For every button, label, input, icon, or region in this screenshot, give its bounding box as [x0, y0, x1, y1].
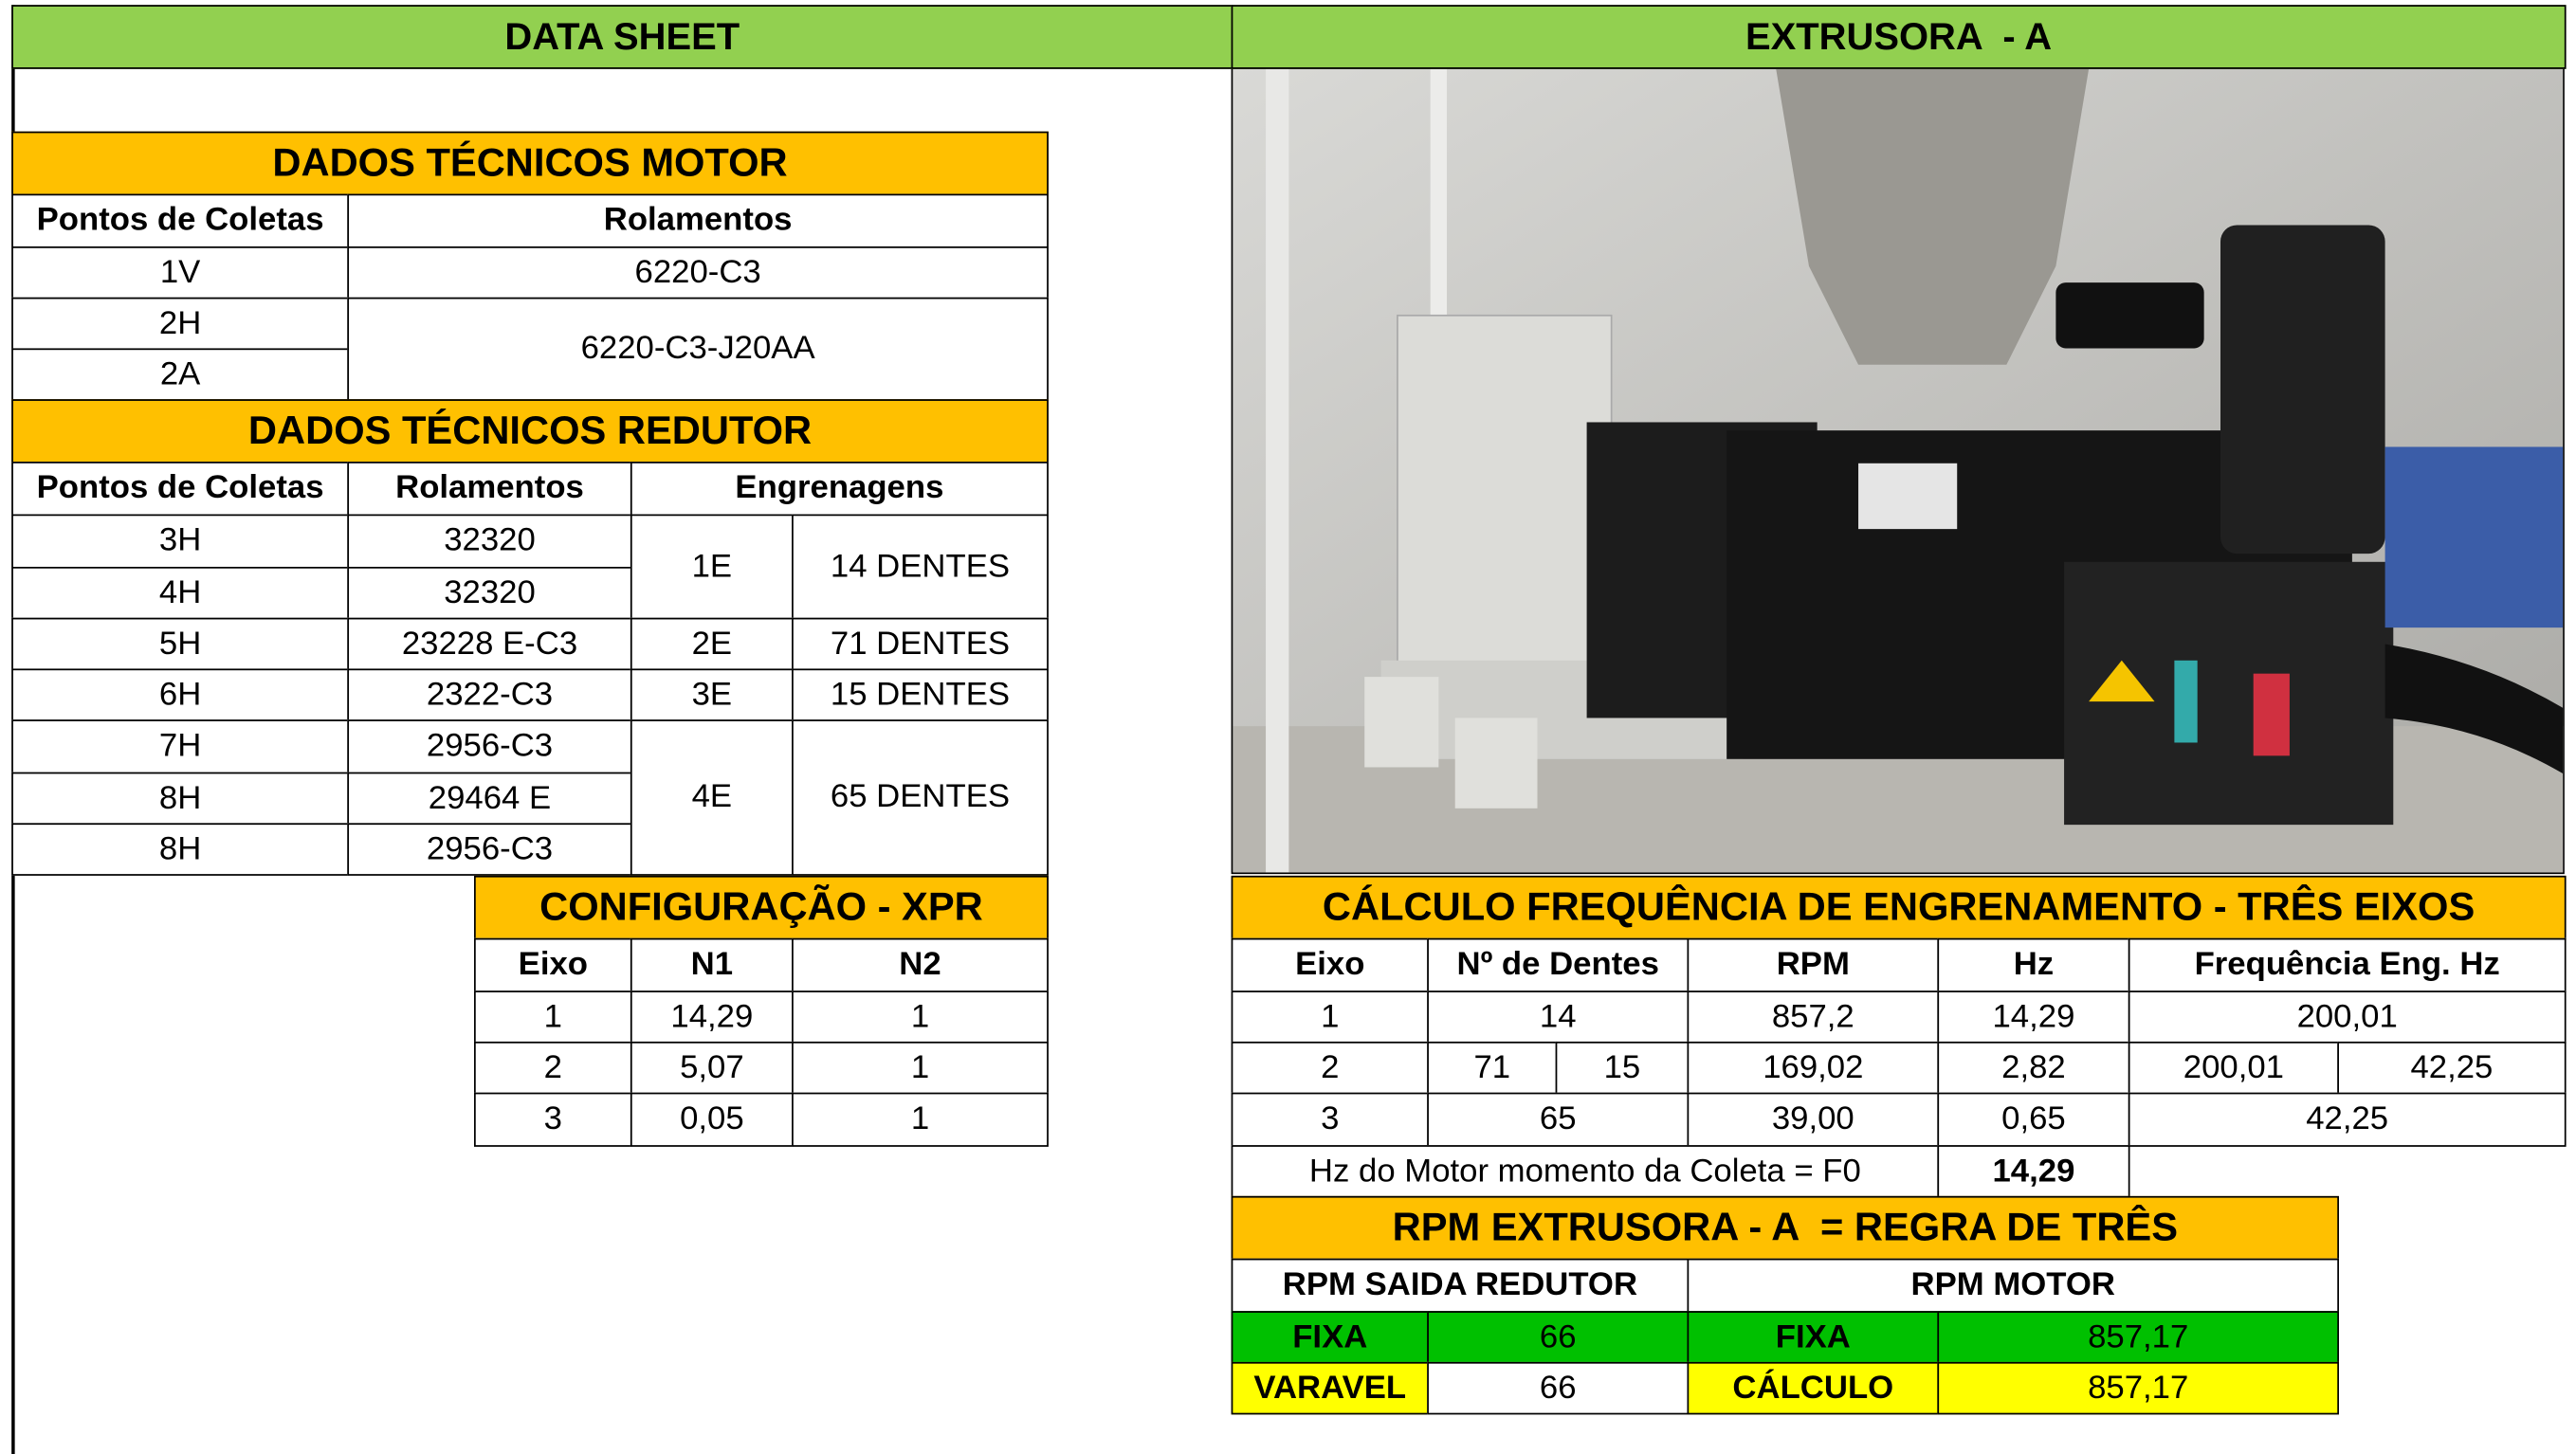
table-cell: 200,01	[2128, 991, 2567, 1044]
column-header: RPM MOTOR	[1687, 1258, 2339, 1313]
table-cell: 6220-C3	[347, 245, 1049, 300]
motor-hz-label: Hz do Motor momento da Coleta = F0	[1231, 1145, 1940, 1198]
table-cell: 2	[473, 1041, 632, 1095]
table-cell: 7H	[11, 719, 350, 774]
motor-hz-value: 14,29	[1937, 1145, 2130, 1198]
table-cell: 66	[1427, 1311, 1690, 1364]
table-cell: 1E	[630, 514, 794, 620]
column-header: RPM	[1687, 937, 1940, 992]
machine-title: EXTRUSORA - A	[1231, 5, 2567, 69]
table-cell: 3E	[630, 668, 794, 721]
table-cell: 14,29	[1937, 991, 2130, 1044]
column-header: RPM SAIDA REDUTOR	[1231, 1258, 1690, 1313]
column-header: Hz	[1937, 937, 2130, 992]
table-cell: 1	[792, 1041, 1049, 1095]
column-header: Eixo	[1231, 937, 1429, 992]
machine-photo	[1231, 67, 2565, 875]
table-cell: 2956-C3	[347, 719, 632, 774]
table-cell: 8H	[11, 823, 350, 876]
table-cell: FIXA	[1231, 1311, 1429, 1364]
table-cell: VARAVEL	[1231, 1361, 1429, 1415]
section-title: DADOS TÉCNICOS MOTOR	[11, 131, 1049, 196]
table-cell: 857,17	[1937, 1311, 2339, 1364]
column-header: N1	[630, 937, 794, 992]
section-title: CONFIGURAÇÃO - XPR	[473, 875, 1049, 940]
table-cell: 42,25	[2128, 1092, 2567, 1147]
table-cell: 200,01	[2128, 1041, 2339, 1095]
photo-drawing	[1233, 68, 2564, 873]
table-cell: 65 DENTES	[792, 719, 1049, 876]
column-header: Pontos de Coletas	[11, 462, 350, 517]
table-cell: 15 DENTES	[792, 668, 1049, 721]
table-cell: 32320	[347, 514, 632, 569]
column-header: N2	[792, 937, 1049, 992]
section-title: RPM EXTRUSORA - A = REGRA DE TRÊS	[1231, 1195, 2339, 1261]
column-header: Nº de Dentes	[1427, 937, 1690, 992]
table-cell: 23228 E-C3	[347, 617, 632, 671]
column-header: Rolamentos	[347, 462, 632, 517]
table-cell: 15	[1555, 1041, 1690, 1095]
table-cell: 2956-C3	[347, 823, 632, 876]
table-cell: 2,82	[1937, 1041, 2130, 1095]
section-title: CÁLCULO FREQUÊNCIA DE ENGRENAMENTO - TRÊ…	[1231, 875, 2567, 940]
column-header: Engrenagens	[630, 462, 1049, 517]
table-cell: 5H	[11, 617, 350, 671]
table-cell: 3H	[11, 514, 350, 569]
table-cell: 857,2	[1687, 991, 1940, 1044]
sheet-title: DATA SHEET	[11, 5, 1233, 69]
table-cell: 8H	[11, 772, 350, 826]
table-cell: CÁLCULO	[1687, 1361, 1940, 1415]
column-header: Pontos de Coletas	[11, 193, 350, 248]
table-cell: 65	[1427, 1092, 1690, 1147]
table-cell: 857,17	[1937, 1361, 2339, 1415]
table-cell: 66	[1427, 1361, 1690, 1415]
table-cell: 1V	[11, 245, 350, 300]
table-cell: 39,00	[1687, 1092, 1940, 1147]
column-header: Frequência Eng. Hz	[2128, 937, 2567, 992]
table-cell: 2	[1231, 1041, 1429, 1095]
table-cell: 14	[1427, 991, 1690, 1044]
table-cell: 5,07	[630, 1041, 794, 1095]
table-cell: 6220-C3-J20AA	[347, 297, 1049, 401]
table-cell: 1	[792, 991, 1049, 1044]
table-cell: 3	[473, 1092, 632, 1147]
table-cell: 0,65	[1937, 1092, 2130, 1147]
table-cell: 14,29	[630, 991, 794, 1044]
table-cell: 2A	[11, 348, 350, 401]
table-cell: 0,05	[630, 1092, 794, 1147]
table-cell: 2E	[630, 617, 794, 671]
column-header: Rolamentos	[347, 193, 1049, 248]
column-header: Eixo	[473, 937, 632, 992]
table-cell: 1	[792, 1092, 1049, 1147]
table-cell: 29464 E	[347, 772, 632, 826]
table-cell: 71	[1427, 1041, 1558, 1095]
table-cell: 3	[1231, 1092, 1429, 1147]
table-cell: 6H	[11, 668, 350, 721]
table-cell: FIXA	[1687, 1311, 1940, 1364]
table-cell: 42,25	[2337, 1041, 2567, 1095]
table-cell: 169,02	[1687, 1041, 1940, 1095]
table-cell: 2H	[11, 297, 350, 351]
table-cell: 71 DENTES	[792, 617, 1049, 671]
table-cell: 14 DENTES	[792, 514, 1049, 620]
section-title: DADOS TÉCNICOS REDUTOR	[11, 399, 1049, 463]
table-cell: 1	[473, 991, 632, 1044]
table-cell: 1	[1231, 991, 1429, 1044]
table-cell: 32320	[347, 566, 632, 620]
table-cell: 4H	[11, 566, 350, 620]
table-cell: 2322-C3	[347, 668, 632, 721]
table-cell: 4E	[630, 719, 794, 876]
